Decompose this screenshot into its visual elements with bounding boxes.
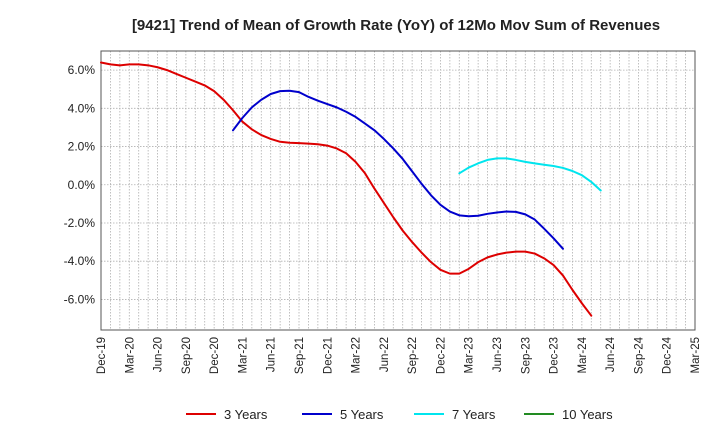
x-tick-label: Jun-23	[492, 337, 504, 372]
x-tick-label: Sep-22	[407, 337, 419, 374]
x-tick-label: Sep-20	[181, 337, 193, 374]
x-tick-label: Jun-24	[605, 336, 617, 372]
x-tick-label: Dec-22	[435, 337, 447, 374]
x-tick-label: Mar-23	[464, 337, 476, 373]
grid	[101, 51, 695, 330]
y-tick-label: 2.0%	[68, 140, 96, 154]
x-tick-label: Dec-21	[322, 337, 334, 374]
series-line-3-years	[100, 61, 593, 317]
x-tick-label: Jun-22	[379, 337, 391, 372]
plot-frame	[100, 50, 696, 331]
x-tick-label: Mar-21	[237, 337, 249, 373]
x-tick-label: Mar-20	[124, 337, 136, 373]
y-tick-label: -2.0%	[64, 216, 96, 230]
y-tick-label: 6.0%	[68, 63, 96, 77]
x-tick-label: Mar-22	[351, 337, 363, 373]
y-tick-label: 4.0%	[68, 101, 96, 115]
x-tick-label: Mar-25	[690, 337, 702, 373]
series-lines	[100, 61, 602, 317]
plot-area-border	[100, 50, 696, 331]
x-tick-label: Sep-24	[633, 336, 645, 374]
x-tick-label: Sep-23	[520, 337, 532, 374]
series-line-7-years	[458, 157, 602, 192]
x-tick-label: Dec-23	[549, 337, 561, 374]
legend-label: 7 Years	[452, 407, 496, 422]
x-axis: Dec-19 Mar-20 Jun-20 Sep-20 Dec-20 Mar-21 Jun-…	[96, 336, 702, 374]
x-tick-label: Dec-19	[96, 337, 108, 374]
legend-label: 10 Years	[562, 407, 613, 422]
x-tick-label: Sep-21	[294, 337, 306, 374]
y-tick-label: -6.0%	[64, 292, 96, 306]
y-tick-label: -4.0%	[64, 254, 96, 268]
x-tick-label: Dec-24	[662, 336, 674, 374]
x-tick-label: Mar-24	[577, 336, 589, 373]
legend-label: 5 Years	[340, 407, 384, 422]
y-axis: 6.0% 4.0% 2.0% 0.0% -2.0% -4.0% -6.0%	[64, 63, 96, 306]
legend-label: 3 Years	[224, 407, 268, 422]
x-tick-label: Jun-20	[153, 337, 165, 372]
chart-title: [9421] Trend of Mean of Growth Rate (YoY…	[132, 17, 660, 34]
x-tick-label: Dec-20	[209, 337, 221, 374]
x-tick-label: Jun-21	[266, 337, 278, 372]
y-tick-label: 0.0%	[68, 178, 96, 192]
legend: 3 Years 5 Years 7 Years 10 Years	[186, 407, 613, 422]
series-line-5-years	[232, 89, 564, 250]
